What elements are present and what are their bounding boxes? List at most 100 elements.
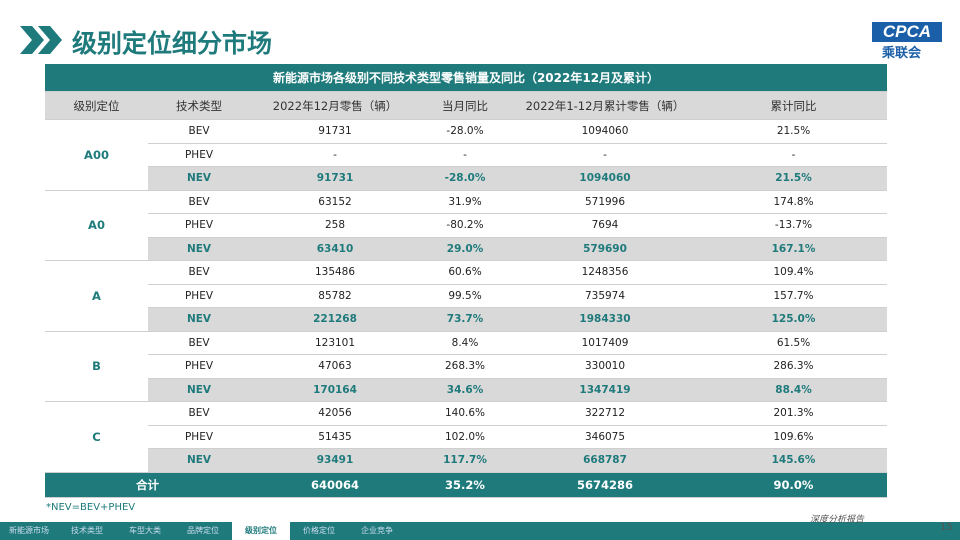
- cell: 1094060: [510, 166, 700, 191]
- cell: 63152: [250, 190, 420, 214]
- cell: BEV: [148, 331, 250, 355]
- cell: 1017409: [510, 331, 700, 355]
- total-cell: 合计: [45, 472, 250, 498]
- total-row: 合计 640064 35.2% 5674286 90.0%: [45, 472, 887, 498]
- nav-tab[interactable]: 新能源市场: [9, 526, 49, 535]
- cell: NEV: [148, 307, 250, 332]
- data-row: NEV 170164 34.6% 1347419 88.4%: [45, 378, 887, 402]
- cell: BEV: [148, 190, 250, 214]
- cell: 1094060: [510, 119, 700, 144]
- nav-tab[interactable]: 品牌定位: [187, 526, 219, 535]
- data-row: A00 BEV 91731 -28.0% 1094060 21.5%: [45, 119, 887, 191]
- footnote: *NEV=BEV+PHEV: [46, 502, 136, 513]
- cell: -13.7%: [700, 213, 887, 238]
- cell: 63410: [250, 237, 420, 261]
- data-row: A BEV 135486 60.6% 1248356 109.4%: [45, 260, 887, 332]
- column-header: 2022年12月零售（辆）: [250, 91, 420, 120]
- page-number: 15: [940, 522, 953, 533]
- cell: 579690: [510, 237, 700, 261]
- cell: 258: [250, 213, 420, 238]
- cell: 322712: [510, 401, 700, 426]
- cell: 268.3%: [420, 354, 510, 379]
- cell: 88.4%: [700, 378, 887, 402]
- nav-tab[interactable]: 车型大类: [129, 526, 161, 535]
- total-cell: 5674286: [510, 472, 700, 498]
- nav-tab[interactable]: 企业竞争: [361, 526, 393, 535]
- cell: -: [420, 143, 510, 167]
- cell: 117.7%: [420, 448, 510, 473]
- cell: 109.6%: [700, 425, 887, 449]
- nav-tab[interactable]: 级别定位: [232, 522, 290, 540]
- level-cell: A00: [45, 119, 148, 191]
- cell: BEV: [148, 401, 250, 426]
- logo: CPCA: [872, 22, 942, 42]
- title-row: 新能源市场各级别不同技术类型零售销量及同比（2022年12月及累计）: [45, 64, 887, 92]
- level-cell: B: [45, 331, 148, 402]
- cell: 123101: [250, 331, 420, 355]
- cell: 7694: [510, 213, 700, 238]
- cell: PHEV: [148, 284, 250, 308]
- nav-bar: 新能源市场 技术类型 车型大类 品牌定位 级别定位 价格定位 企业竞争: [0, 522, 960, 540]
- cell: 42056: [250, 401, 420, 426]
- cell: 1347419: [510, 378, 700, 402]
- cell: 85782: [250, 284, 420, 308]
- logo-sub: 乘联会: [882, 46, 922, 61]
- cell: 145.6%: [700, 448, 887, 473]
- data-row: PHEV - - - -: [45, 143, 887, 167]
- cell: 21.5%: [700, 119, 887, 144]
- cell: 668787: [510, 448, 700, 473]
- nav-tab[interactable]: 价格定位: [303, 526, 335, 535]
- cell: 99.5%: [420, 284, 510, 308]
- nav-tab[interactable]: 技术类型: [71, 526, 103, 535]
- column-header: 技术类型: [148, 91, 250, 120]
- cell: PHEV: [148, 213, 250, 238]
- page-title: 级别定位细分市场: [72, 29, 273, 58]
- data-row: NEV 93491 117.7% 668787 145.6%: [45, 448, 887, 473]
- cell: 174.8%: [700, 190, 887, 214]
- table-title: 新能源市场各级别不同技术类型零售销量及同比（2022年12月及累计）: [45, 64, 887, 92]
- report-label: 深度分析报告: [810, 515, 865, 525]
- level-cell: A0: [45, 190, 148, 261]
- data-row: NEV 63410 29.0% 579690 167.1%: [45, 237, 887, 261]
- cell: 221268: [250, 307, 420, 332]
- cell: 140.6%: [420, 401, 510, 426]
- cell: 346075: [510, 425, 700, 449]
- total-cell: 90.0%: [700, 472, 887, 498]
- cell: 330010: [510, 354, 700, 379]
- chevron-icon: [20, 26, 62, 54]
- cell: 34.6%: [420, 378, 510, 402]
- cell: NEV: [148, 378, 250, 402]
- cell: 735974: [510, 284, 700, 308]
- cell: -28.0%: [420, 119, 510, 144]
- data-row: NEV 91731 -28.0% 1094060 21.5%: [45, 166, 887, 191]
- data-row: PHEV 258 -80.2% 7694 -13.7%: [45, 213, 887, 238]
- cell: 47063: [250, 354, 420, 379]
- cell: 29.0%: [420, 237, 510, 261]
- cell: 167.1%: [700, 237, 887, 261]
- cell: 21.5%: [700, 166, 887, 191]
- cell: 157.7%: [700, 284, 887, 308]
- cell: 1248356: [510, 260, 700, 285]
- cell: 286.3%: [700, 354, 887, 379]
- cell: 61.5%: [700, 331, 887, 355]
- cell: -28.0%: [420, 166, 510, 191]
- cell: 170164: [250, 378, 420, 402]
- data-row: NEV 221268 73.7% 1984330 125.0%: [45, 307, 887, 332]
- column-header: 2022年1-12月累计零售（辆）: [510, 91, 700, 120]
- data-row: C BEV 42056 140.6% 322712 201.3%: [45, 401, 887, 473]
- total-cell: 640064: [250, 472, 420, 498]
- cell: 93491: [250, 448, 420, 473]
- cell: NEV: [148, 237, 250, 261]
- data-row: PHEV 51435 102.0% 346075 109.6%: [45, 425, 887, 449]
- cell: PHEV: [148, 425, 250, 449]
- total-cell: 35.2%: [420, 472, 510, 498]
- cell: 571996: [510, 190, 700, 214]
- cell: 31.9%: [420, 190, 510, 214]
- cell: 135486: [250, 260, 420, 285]
- cell: -: [510, 143, 700, 167]
- cell: 201.3%: [700, 401, 887, 426]
- cell: NEV: [148, 448, 250, 473]
- column-header: 累计同比: [700, 91, 887, 120]
- cell: -: [700, 143, 887, 167]
- data-row: PHEV 85782 99.5% 735974 157.7%: [45, 284, 887, 308]
